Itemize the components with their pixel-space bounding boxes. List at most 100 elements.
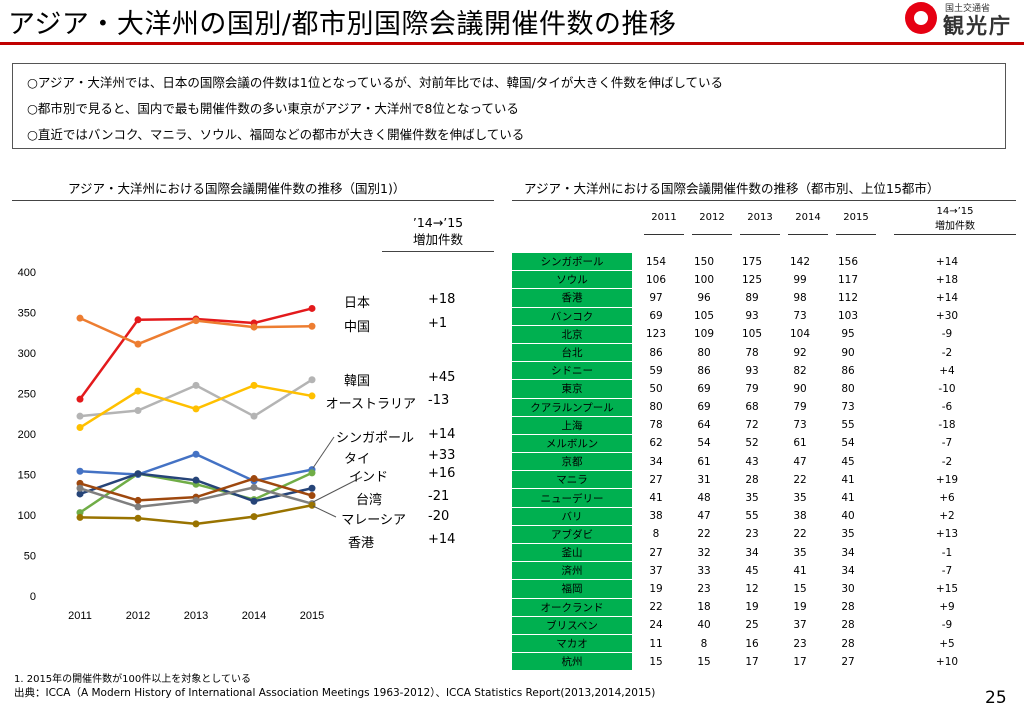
value-cell: 86: [649, 346, 663, 359]
increase-header-label: 増加件数: [412, 232, 463, 247]
value-cell: 105: [741, 328, 763, 341]
year-column-header: 2012: [699, 212, 725, 223]
table-row: メルボルン 62 54 52 61 54 -7: [512, 434, 1022, 454]
value-cell: 23: [697, 582, 711, 595]
y-tick-label: 400: [18, 267, 36, 279]
data-point: [250, 323, 258, 331]
value-cell: 41: [793, 564, 807, 577]
value-cell: 93: [745, 310, 759, 323]
y-tick-label: 350: [18, 308, 36, 320]
value-cell: 43: [745, 455, 759, 468]
header-rule: [894, 234, 1016, 235]
series-increase-label: -21: [428, 489, 450, 504]
header-rule: [740, 234, 780, 235]
increase-cell: +10: [935, 655, 959, 668]
y-tick-label: 200: [18, 429, 36, 441]
series-increase-label: +33: [428, 448, 456, 463]
city-increase-header-text: 増加件数: [935, 221, 975, 232]
value-cell: 109: [693, 328, 715, 341]
city-name-cell: バリ: [512, 507, 632, 526]
data-point: [134, 503, 142, 511]
x-tick-label: 2015: [300, 610, 324, 622]
table-row: アブダビ 8 22 23 22 35 +13: [512, 525, 1022, 545]
increase-cell: +14: [935, 255, 959, 268]
data-point: [308, 392, 316, 400]
value-cell: 23: [793, 637, 807, 650]
y-tick-label: 50: [24, 551, 36, 563]
increase-cell: +14: [935, 291, 959, 304]
right-chart-title: アジア・大洋州における国際会議開催件数の推移（都市別、上位15都市）: [524, 181, 940, 196]
data-point: [134, 470, 142, 478]
page-title: アジア・大洋州の国別/都市別国際会議開催件数の推移: [8, 9, 677, 40]
city-name-cell: シドニー: [512, 361, 632, 381]
city-name-cell: ニューデリー: [512, 488, 632, 508]
value-cell: 99: [793, 273, 807, 286]
value-cell: 37: [793, 619, 807, 632]
value-cell: 92: [793, 346, 807, 359]
value-cell: 86: [697, 364, 711, 377]
value-cell: 35: [745, 492, 759, 505]
y-tick-label: 0: [30, 591, 36, 603]
data-point: [76, 490, 84, 498]
left-title-rule: [12, 200, 494, 201]
data-point: [134, 340, 142, 348]
increase-cell: -9: [941, 328, 953, 341]
city-name-cell: アブダビ: [512, 525, 632, 545]
increase-cell: -2: [941, 455, 953, 468]
increase-cell: +30: [935, 310, 959, 323]
value-cell: 12: [745, 582, 759, 595]
series-increase-label: +16: [428, 466, 456, 481]
table-row: シドニー 59 86 93 82 86 +4: [512, 361, 1022, 381]
table-row: バリ 38 47 55 38 40 +2: [512, 507, 1022, 526]
value-cell: 52: [745, 437, 759, 450]
table-row: マニラ 27 31 28 22 41 +19: [512, 470, 1022, 490]
table-row: シンガポール 154 150 175 142 156 +14: [512, 253, 1022, 272]
table-row: 京都 34 61 43 47 45 -2: [512, 452, 1022, 472]
increase-cell: +13: [935, 528, 959, 541]
y-tick-label: 300: [18, 348, 36, 360]
city-name-cell: シンガポール: [512, 253, 632, 272]
value-cell: 35: [793, 546, 807, 559]
data-point: [250, 412, 258, 420]
table-row: 上海 78 64 72 73 55 -18: [512, 416, 1022, 435]
data-point: [76, 412, 84, 420]
value-cell: 15: [649, 655, 663, 668]
city-name-cell: 上海: [512, 416, 632, 435]
value-cell: 25: [745, 619, 759, 632]
value-cell: 19: [649, 582, 663, 595]
value-cell: 82: [793, 364, 807, 377]
value-cell: 68: [745, 401, 759, 414]
value-cell: 55: [841, 419, 855, 432]
value-cell: 79: [793, 401, 807, 414]
series-name-label: 中国: [343, 320, 370, 335]
table-row: 東京 50 69 79 90 80 -10: [512, 379, 1022, 399]
leader-line: [312, 476, 363, 503]
table-row: 福岡 19 23 12 15 30 +15: [512, 579, 1022, 599]
value-cell: 17: [745, 655, 759, 668]
data-point: [192, 496, 200, 504]
value-cell: 78: [745, 346, 759, 359]
value-cell: 33: [697, 564, 711, 577]
value-cell: 41: [841, 492, 855, 505]
series-increase-label: +14: [428, 532, 456, 547]
increase-cell: -7: [941, 564, 953, 577]
value-cell: 41: [841, 473, 855, 486]
value-cell: 47: [793, 455, 807, 468]
city-name-cell: マニラ: [512, 470, 632, 490]
value-cell: 73: [841, 401, 855, 414]
value-cell: 28: [841, 619, 855, 632]
value-cell: 175: [741, 255, 763, 268]
header-rule: [836, 234, 876, 235]
value-cell: 31: [697, 473, 711, 486]
data-point: [250, 475, 258, 483]
x-tick-label: 2012: [126, 610, 150, 622]
value-cell: 47: [697, 510, 711, 523]
summary-line: ○直近ではバンコク、マニラ、ソウル、福岡などの都市が大きく開催件数を伸ばしている: [27, 127, 525, 142]
city-name-cell: オークランド: [512, 598, 632, 617]
data-point: [308, 469, 316, 477]
value-cell: 17: [793, 655, 807, 668]
country-line-chart: 0 50 100 150 200 250 300 350 400 2011 2012 2013 2014…: [18, 267, 363, 622]
value-cell: 27: [649, 546, 663, 559]
y-tick-label: 100: [18, 510, 36, 522]
value-cell: 28: [841, 637, 855, 650]
